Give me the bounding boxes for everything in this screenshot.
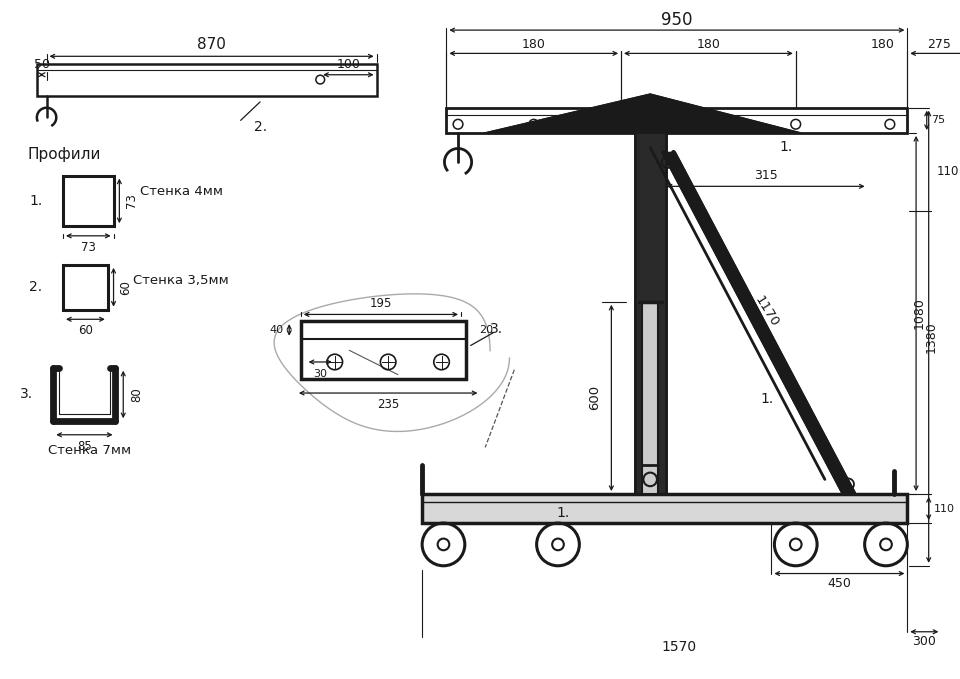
Polygon shape xyxy=(636,133,663,494)
Text: 235: 235 xyxy=(377,398,399,411)
Text: 1.: 1. xyxy=(556,507,569,520)
Text: 110: 110 xyxy=(937,165,959,179)
Text: 870: 870 xyxy=(197,37,226,52)
Bar xyxy=(63,176,113,226)
Text: 30: 30 xyxy=(313,369,327,379)
Polygon shape xyxy=(485,94,801,133)
Bar xyxy=(300,321,466,380)
Text: 73: 73 xyxy=(125,194,137,208)
Text: 80: 80 xyxy=(131,387,143,402)
Text: 2.: 2. xyxy=(253,120,267,134)
Text: 180: 180 xyxy=(871,38,895,51)
Text: 1380: 1380 xyxy=(925,321,938,352)
Text: 50: 50 xyxy=(34,58,50,71)
Text: 1170: 1170 xyxy=(752,294,781,329)
Text: 110: 110 xyxy=(934,504,954,513)
Text: 60: 60 xyxy=(78,325,93,337)
Text: 950: 950 xyxy=(661,12,692,29)
Bar xyxy=(36,64,376,96)
Text: 1080: 1080 xyxy=(913,297,925,329)
Text: 73: 73 xyxy=(81,241,96,254)
Text: 1.: 1. xyxy=(760,392,773,406)
Text: 315: 315 xyxy=(754,169,778,182)
Text: 40: 40 xyxy=(270,325,283,335)
Bar xyxy=(642,302,658,494)
Text: Стенка 4мм: Стенка 4мм xyxy=(140,185,223,198)
Text: 195: 195 xyxy=(370,297,392,310)
Text: 300: 300 xyxy=(912,635,936,648)
Text: 1570: 1570 xyxy=(661,640,697,655)
Text: 1.: 1. xyxy=(30,194,42,208)
Text: 60: 60 xyxy=(119,280,132,295)
Bar xyxy=(63,265,108,310)
Text: 275: 275 xyxy=(927,38,950,51)
Text: 3.: 3. xyxy=(491,322,503,336)
Text: 180: 180 xyxy=(522,38,545,51)
Text: 20: 20 xyxy=(479,325,493,335)
Text: 2.: 2. xyxy=(30,280,42,294)
Text: 3.: 3. xyxy=(19,387,33,401)
Text: 600: 600 xyxy=(588,385,601,410)
Text: 100: 100 xyxy=(336,58,360,71)
Text: 85: 85 xyxy=(77,440,92,453)
Bar xyxy=(446,108,907,133)
Text: 1.: 1. xyxy=(780,140,793,153)
Bar xyxy=(422,494,907,523)
Text: Стенка 7мм: Стенка 7мм xyxy=(48,444,131,457)
Text: 75: 75 xyxy=(931,115,946,126)
Polygon shape xyxy=(661,152,856,494)
Text: Стенка 3,5мм: Стенка 3,5мм xyxy=(132,274,228,287)
Text: 180: 180 xyxy=(696,38,720,51)
Text: 450: 450 xyxy=(828,576,852,590)
Text: Профили: Профили xyxy=(27,147,101,162)
